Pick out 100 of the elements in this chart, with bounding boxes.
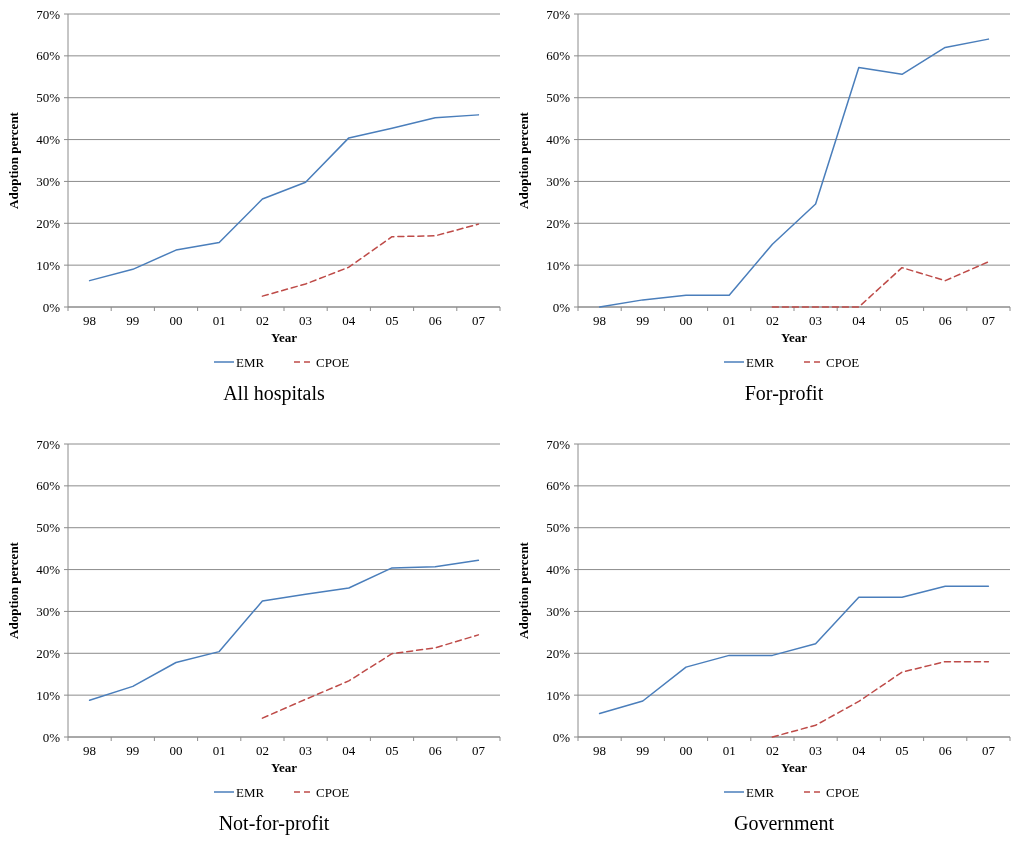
legend-label: EMR xyxy=(236,784,265,800)
x-axis-title: Year xyxy=(781,330,808,345)
text: For-profit xyxy=(744,382,824,405)
y-tick-label: 40% xyxy=(546,132,571,148)
y-tick-label: 60% xyxy=(546,48,571,64)
x-tick-label: 01 xyxy=(212,743,226,758)
y-tick-label: 50% xyxy=(546,520,571,536)
x-tick-label: 07 xyxy=(471,313,486,328)
line-series xyxy=(771,660,990,738)
x-tick-label: 00 xyxy=(679,313,693,328)
line-series xyxy=(771,261,990,308)
legend-label: EMR xyxy=(236,354,265,370)
x-tick-label: 00 xyxy=(679,743,693,758)
y-tick-label: 20% xyxy=(36,645,61,661)
x-tick-label: 03 xyxy=(809,313,823,328)
y-tick-label: 50% xyxy=(36,520,61,536)
line-series xyxy=(261,223,480,297)
y-tick-label: 40% xyxy=(546,562,571,578)
x-tick-label: 99 xyxy=(636,743,650,758)
x-axis-title: Year xyxy=(271,760,298,775)
line-series xyxy=(598,38,990,308)
y-tick-label: 10% xyxy=(36,257,61,273)
y-axis-title: Adoption percent xyxy=(516,111,531,209)
x-tick-label: 01 xyxy=(722,313,736,328)
line-series xyxy=(598,585,990,715)
y-tick-label: 0% xyxy=(42,729,61,745)
y-tick-label: 10% xyxy=(546,687,571,703)
x-tick-label: 05 xyxy=(385,743,399,758)
x-tick-label: 06 xyxy=(938,313,953,328)
x-tick-label: 02 xyxy=(255,313,269,328)
x-tick-label: 01 xyxy=(722,743,736,758)
y-tick-label: 70% xyxy=(546,6,571,22)
y-tick-label: 70% xyxy=(36,6,61,22)
x-tick-label: 99 xyxy=(126,743,140,758)
x-tick-label: 04 xyxy=(342,743,356,758)
x-tick-label: 98 xyxy=(593,313,607,328)
y-tick-label: 30% xyxy=(36,173,61,189)
x-tick-label: 03 xyxy=(299,743,313,758)
y-axis-title: Adoption percent xyxy=(516,541,531,639)
y-axis-title: Adoption percent xyxy=(6,111,21,209)
y-tick-label: 50% xyxy=(546,90,571,106)
y-tick-label: 0% xyxy=(552,299,571,315)
y-tick-label: 10% xyxy=(36,687,61,703)
x-tick-label: 98 xyxy=(593,743,607,758)
x-tick-label: 03 xyxy=(809,743,823,758)
x-tick-label: 04 xyxy=(852,743,866,758)
line-series xyxy=(88,559,480,701)
y-tick-label: 20% xyxy=(36,215,61,231)
x-tick-label: 00 xyxy=(169,743,183,758)
x-tick-label: 06 xyxy=(938,743,953,758)
y-axis-title: Adoption percent xyxy=(6,541,21,639)
x-tick-label: 07 xyxy=(981,743,996,758)
legend-label: CPOE xyxy=(826,354,860,370)
y-tick-label: 0% xyxy=(552,729,571,745)
x-tick-label: 04 xyxy=(852,313,866,328)
legend-label: CPOE xyxy=(826,784,860,800)
y-tick-label: 50% xyxy=(36,90,61,106)
y-tick-label: 20% xyxy=(546,215,571,231)
y-tick-label: 30% xyxy=(546,173,571,189)
x-tick-label: 06 xyxy=(428,313,443,328)
text: Government xyxy=(734,812,835,834)
text: All hospitals xyxy=(223,382,326,405)
y-tick-label: 20% xyxy=(546,645,571,661)
x-axis-title: Year xyxy=(271,330,298,345)
y-tick-label: 30% xyxy=(36,603,61,619)
x-tick-label: 01 xyxy=(212,313,226,328)
y-tick-label: 60% xyxy=(36,478,61,494)
x-tick-label: 04 xyxy=(342,313,356,328)
y-tick-label: 70% xyxy=(546,436,571,452)
x-tick-label: 07 xyxy=(471,743,486,758)
y-tick-label: 40% xyxy=(36,132,61,148)
y-tick-label: 60% xyxy=(36,48,61,64)
x-tick-label: 02 xyxy=(255,743,269,758)
x-tick-label: 02 xyxy=(765,743,779,758)
y-tick-label: 60% xyxy=(546,478,571,494)
x-tick-label: 05 xyxy=(895,743,909,758)
x-tick-label: 98 xyxy=(83,313,97,328)
x-tick-label: 98 xyxy=(83,743,97,758)
y-tick-label: 10% xyxy=(546,257,571,273)
line-series xyxy=(88,114,480,282)
x-tick-label: 00 xyxy=(169,313,183,328)
y-tick-label: 0% xyxy=(42,299,61,315)
x-tick-label: 05 xyxy=(895,313,909,328)
x-tick-label: 02 xyxy=(765,313,779,328)
text: Not-for-profit xyxy=(218,812,330,835)
x-tick-label: 05 xyxy=(385,313,399,328)
x-tick-label: 06 xyxy=(428,743,443,758)
line-series xyxy=(261,634,480,719)
x-axis-title: Year xyxy=(781,760,808,775)
x-tick-label: 03 xyxy=(299,313,313,328)
y-tick-label: 30% xyxy=(546,603,571,619)
legend-label: EMR xyxy=(746,784,775,800)
x-tick-label: 99 xyxy=(636,313,650,328)
x-tick-label: 99 xyxy=(126,313,140,328)
legend-label: CPOE xyxy=(316,784,350,800)
x-tick-label: 07 xyxy=(981,313,996,328)
y-tick-label: 70% xyxy=(36,436,61,452)
legend-label: CPOE xyxy=(316,354,350,370)
legend-label: EMR xyxy=(746,354,775,370)
y-tick-label: 40% xyxy=(36,562,61,578)
